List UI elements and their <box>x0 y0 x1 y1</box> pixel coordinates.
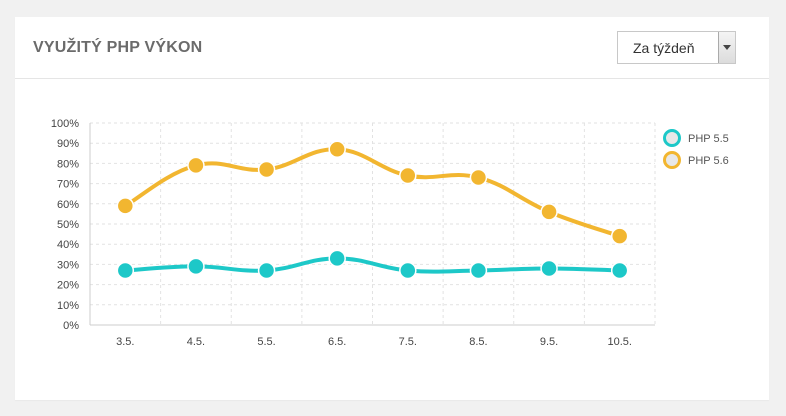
chart-grid <box>89 122 656 326</box>
x-tick-label: 7.5. <box>399 336 417 348</box>
data-point[interactable] <box>469 168 488 187</box>
legend-marker-icon[interactable] <box>663 129 681 147</box>
x-tick-label: 5.5. <box>257 336 275 348</box>
x-tick-label: 3.5. <box>116 336 134 348</box>
y-tick-label: 0% <box>63 320 79 332</box>
chart-axes: 0% 10% 20% 30% 40% 50% 60% 70% 80% 90% 100% 3.5. 4.5… <box>51 118 655 348</box>
x-tick-label: 8.5. <box>469 336 487 348</box>
card-title: VYUŽITÝ PHP VÝKON <box>33 39 203 56</box>
x-tick-label: 10.5. <box>607 336 631 348</box>
data-point[interactable] <box>328 249 346 268</box>
php-usage-card: VYUŽITÝ PHP VÝKON Za týždeň 0% 10% 20% 30% 4… <box>15 17 769 400</box>
chevron-down-icon[interactable] <box>718 32 735 63</box>
data-point[interactable] <box>540 203 558 221</box>
x-tick-label: 6.5. <box>328 336 346 348</box>
period-select-value: Za týždeň <box>633 40 695 56</box>
data-point[interactable] <box>257 261 276 280</box>
legend-marker-icon[interactable] <box>663 151 681 169</box>
data-point[interactable] <box>610 227 629 245</box>
card-header: VYUŽITÝ PHP VÝKON Za týždeň <box>15 17 769 79</box>
data-point[interactable] <box>187 156 205 175</box>
legend-label[interactable]: PHP 5.6 <box>688 155 729 167</box>
data-point[interactable] <box>540 259 558 278</box>
data-point[interactable] <box>469 261 488 280</box>
y-tick-label: 70% <box>57 179 79 191</box>
legend-label[interactable]: PHP 5.5 <box>688 133 729 145</box>
data-point[interactable] <box>399 261 417 280</box>
y-tick-label: 10% <box>57 300 79 312</box>
y-tick-label: 60% <box>57 199 79 211</box>
y-tick-label: 80% <box>57 158 79 170</box>
data-point[interactable] <box>116 197 135 215</box>
x-tick-label: 4.5. <box>187 336 205 348</box>
data-point[interactable] <box>610 261 629 280</box>
chart-series <box>116 140 629 280</box>
y-tick-label: 20% <box>57 280 79 292</box>
y-tick-label: 100% <box>51 118 79 130</box>
y-tick-label: 90% <box>57 138 79 150</box>
period-select[interactable]: Za týždeň <box>617 31 736 64</box>
data-point[interactable] <box>116 261 135 280</box>
data-point[interactable] <box>257 160 276 179</box>
data-point[interactable] <box>328 140 346 159</box>
y-tick-label: 30% <box>57 259 79 271</box>
data-point[interactable] <box>399 166 417 185</box>
y-tick-label: 50% <box>57 219 79 231</box>
data-point[interactable] <box>187 257 205 276</box>
x-tick-label: 9.5. <box>540 336 558 348</box>
chart-legend: PHP 5.5 PHP 5.6 <box>663 129 729 169</box>
usage-line-chart: 0% 10% 20% 30% 40% 50% 60% 70% 80% 90% 100% 3.5. 4.5… <box>51 118 729 348</box>
y-tick-label: 40% <box>57 239 79 251</box>
